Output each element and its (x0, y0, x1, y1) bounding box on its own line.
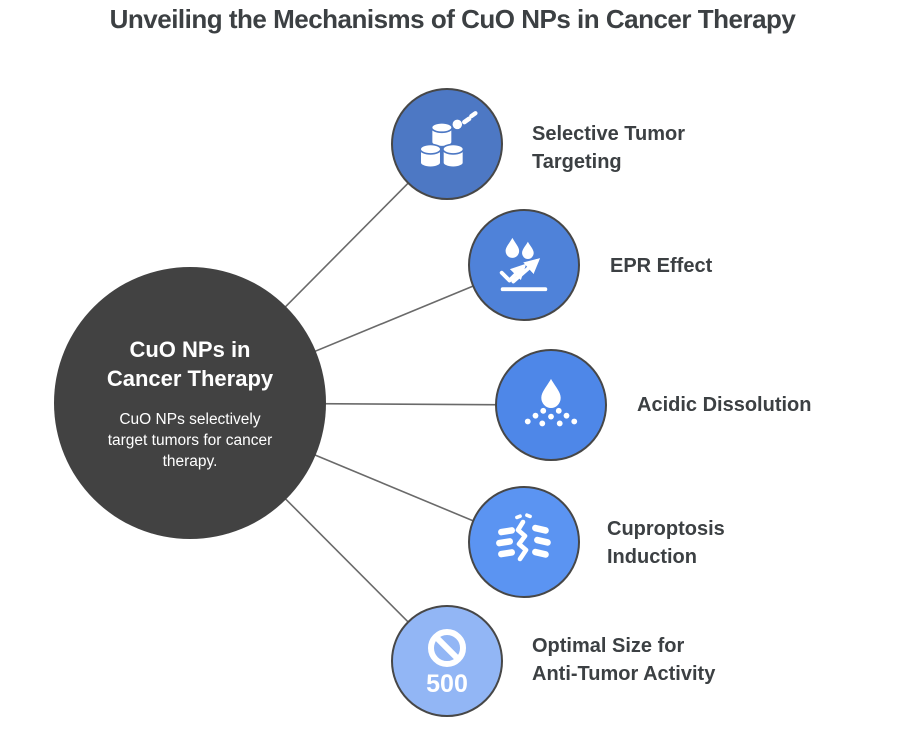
node-label-cuproptosis-induction: Cuproptosis Induction (607, 518, 725, 568)
central-node-description: CuO NPs selectively target tumors for ca… (107, 410, 273, 470)
central-node[interactable]: CuO NPs in Cancer Therapy CuO NPs select… (54, 267, 326, 539)
node-acidic-dissolution[interactable] (495, 349, 607, 461)
page-title: Unveiling the Mechanisms of CuO NPs in C… (109, 4, 796, 34)
node-epr-effect[interactable] (468, 209, 580, 321)
broken-structure-icon (496, 513, 551, 562)
droplet-dissolve-icon (524, 378, 578, 427)
node-label-acidic-dissolution: Acidic Dissolution (637, 394, 812, 416)
node-label-optimal-size: Optimal Size for Anti-Tumor Activity (532, 635, 716, 685)
nanoparticles-icon (419, 111, 478, 169)
central-node-title: CuO NPs in Cancer Therapy (106, 336, 274, 391)
node-label-epr-effect: EPR Effect (610, 255, 713, 277)
node-label-selective-tumor-targeting: Selective Tumor Targeting (532, 123, 686, 173)
droplets-arrows-icon (499, 237, 548, 292)
node-selective-tumor-targeting[interactable] (391, 88, 503, 200)
prohibition-icon (428, 629, 466, 667)
node-cuproptosis-induction[interactable] (468, 486, 580, 598)
size-value-text: 500 (426, 670, 468, 698)
node-optimal-size[interactable]: 500 (391, 605, 503, 717)
